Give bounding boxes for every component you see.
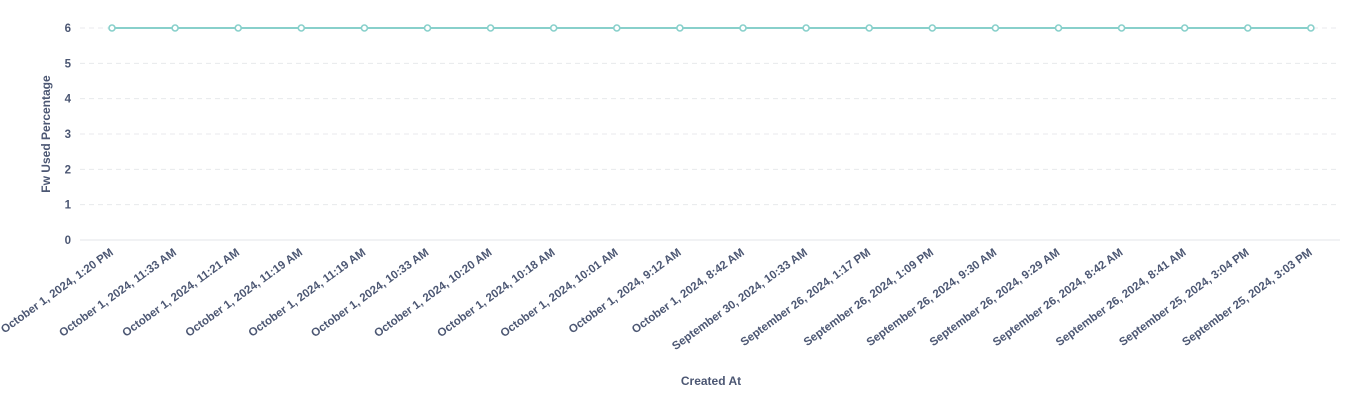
x-tick-label: October 1, 2024, 10:18 AM — [435, 247, 557, 340]
x-tick-label: October 1, 2024, 10:01 AM — [499, 247, 621, 340]
data-point[interactable] — [108, 24, 116, 32]
data-point[interactable] — [1180, 24, 1189, 32]
x-tick-label: September 25, 2024, 3:03 PM — [1180, 247, 1314, 349]
x-tick-label: September 26, 2024, 9:30 AM — [865, 247, 999, 349]
x-tick-label: October 1, 2024, 8:42 AM — [630, 247, 747, 336]
data-point[interactable] — [612, 24, 621, 32]
data-point[interactable] — [1307, 24, 1315, 32]
data-point[interactable] — [928, 24, 937, 32]
y-tick-label: 5 — [65, 58, 72, 70]
data-point[interactable] — [1054, 24, 1063, 32]
data-point[interactable] — [549, 24, 558, 32]
x-tick-label: October 1, 2024, 11:33 AM — [57, 247, 179, 340]
grid-lines — [80, 27, 1340, 241]
x-tick-label: September 26, 2024, 8:42 AM — [991, 247, 1125, 349]
x-tick-label: September 26, 2024, 1:09 PM — [802, 247, 936, 349]
data-point[interactable] — [171, 24, 179, 32]
data-point[interactable] — [486, 24, 495, 32]
x-tick-label: October 1, 2024, 9:12 AM — [567, 247, 684, 336]
data-point[interactable] — [360, 24, 369, 32]
series-group — [108, 24, 1315, 32]
y-axis: 0 1 2 3 4 5 6 — [65, 23, 72, 247]
x-tick-label: October 1, 2024, 10:33 AM — [309, 247, 431, 340]
y-tick-label: 1 — [65, 200, 72, 212]
data-point[interactable] — [297, 24, 306, 32]
x-tick-label: October 1, 2024, 1:20 PM — [0, 247, 116, 336]
x-axis-title: Created At — [681, 374, 741, 388]
x-tick-label: September 26, 2024, 9:29 AM — [928, 247, 1062, 349]
data-point[interactable] — [865, 24, 874, 32]
y-tick-label: 0 — [65, 235, 71, 247]
data-point[interactable] — [991, 24, 1000, 32]
y-axis-title: Fw Used Percentage — [39, 75, 53, 193]
x-tick-label: September 30, 2024, 10:33 AM — [670, 247, 810, 353]
y-tick-label: 6 — [65, 23, 71, 35]
x-tick-label: October 1, 2024, 10:20 AM — [372, 247, 494, 340]
x-tick-label: September 26, 2024, 8:41 AM — [1054, 247, 1188, 349]
y-tick-label: 3 — [65, 129, 71, 141]
x-tick-label: October 1, 2024, 11:19 AM — [184, 247, 306, 340]
x-tick-label: October 1, 2024, 11:19 AM — [247, 247, 369, 340]
x-tick-label: September 25, 2024, 3:04 PM — [1117, 247, 1251, 349]
data-point[interactable] — [1117, 24, 1126, 32]
y-tick-label: 4 — [65, 94, 72, 106]
data-point[interactable] — [676, 24, 684, 32]
data-point[interactable] — [1244, 24, 1252, 32]
data-point[interactable] — [802, 24, 810, 32]
data-point[interactable] — [739, 24, 747, 32]
data-point[interactable] — [423, 24, 432, 32]
x-tick-label: October 1, 2024, 11:21 AM — [120, 247, 242, 340]
y-tick-label: 2 — [65, 164, 71, 176]
data-point[interactable] — [234, 24, 242, 32]
x-tick-label: September 26, 2024, 1:17 PM — [739, 247, 873, 349]
